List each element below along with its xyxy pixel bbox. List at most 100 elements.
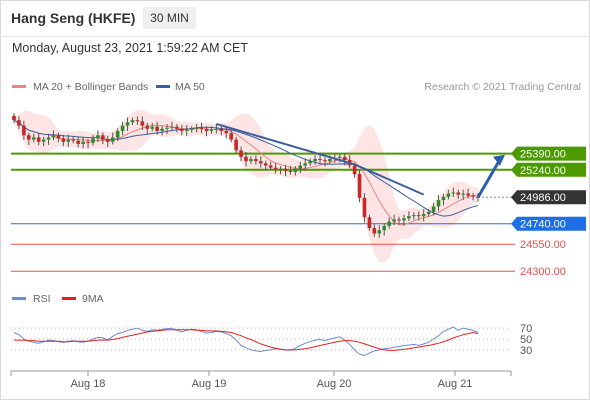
rsi-tick-50: 50 <box>520 334 532 346</box>
candle-body-8 <box>51 135 56 138</box>
candle-body-94 <box>476 196 480 198</box>
candle-body-21 <box>115 130 120 138</box>
candle-body-6 <box>41 139 46 142</box>
instrument-title: Hang Seng (HKFE) <box>11 10 136 26</box>
legend-swatch-ma50 <box>156 85 170 88</box>
candle-body-5 <box>36 137 41 142</box>
candle-body-27 <box>145 125 150 129</box>
candle-body-50 <box>259 161 263 164</box>
candle-body-10 <box>61 138 66 142</box>
x-tick-label-0: Aug 18 <box>71 378 106 390</box>
candle-body-60 <box>308 161 312 164</box>
candle-body-45 <box>234 139 238 151</box>
trendlines <box>216 122 505 198</box>
candle-body-43 <box>224 130 229 134</box>
candle-body-15 <box>86 141 90 143</box>
candle-body-63 <box>323 160 327 162</box>
candle-body-52 <box>268 165 273 168</box>
candle-body-24 <box>130 120 135 123</box>
candle-body-44 <box>229 133 233 140</box>
ma50-line <box>13 119 479 217</box>
candle-body-67 <box>342 156 347 161</box>
price-tag-bg-25390.00 <box>511 146 586 161</box>
legend-ma50: MA 50 <box>175 81 205 93</box>
price-tag-25390.00: 25390.00 <box>520 149 566 161</box>
candle-body-2 <box>22 125 26 136</box>
legend-9ma: 9MA <box>82 293 104 305</box>
candle-body-81 <box>412 215 416 217</box>
candle-body-37 <box>194 127 199 129</box>
candle-body-32 <box>170 126 174 128</box>
candle-body-42 <box>219 128 224 131</box>
rsi-tick-70: 70 <box>520 323 532 335</box>
candle-body-39 <box>204 128 209 131</box>
candle-body-25 <box>135 120 140 122</box>
candle-body-70 <box>357 174 362 198</box>
candle-body-40 <box>209 129 214 131</box>
price-tag-24740.00: 24740.00 <box>520 219 566 231</box>
candle-body-93 <box>471 195 475 197</box>
candle-body-74 <box>377 230 382 234</box>
price-tag-24300.00: 24300.00 <box>520 266 566 278</box>
candle-body-55 <box>283 168 288 171</box>
candle-body-89 <box>451 192 456 194</box>
candle-body-7 <box>46 137 51 140</box>
candle-body-16 <box>91 138 95 143</box>
x-tick-label-1: Aug 19 <box>192 378 227 390</box>
time-axis: Aug 18 Aug 19 Aug 20 Aug 21 <box>10 371 512 390</box>
candle-body-66 <box>337 156 342 158</box>
x-tick-label-3: Aug 21 <box>438 378 473 390</box>
candle-body-9 <box>56 135 61 139</box>
candle-body-62 <box>318 159 322 161</box>
candle-body-57 <box>293 168 298 172</box>
forecast-arrow-shaft <box>476 156 503 198</box>
price-tag-bg-25240.00 <box>511 162 586 177</box>
price-level-labels: 25390.00 25240.00 24986.00 24740.00 24550.00… <box>511 146 586 278</box>
x-tick-label-2: Aug 20 <box>317 378 352 390</box>
candle-body-11 <box>66 139 71 142</box>
candle-body-77 <box>392 219 396 222</box>
candle-body-56 <box>288 170 293 172</box>
candle-body-80 <box>407 216 411 219</box>
candle-body-73 <box>372 228 377 234</box>
price-tag-25240.00: 25240.00 <box>520 165 566 177</box>
candle-body-28 <box>150 126 155 129</box>
candle-body-82 <box>416 215 421 217</box>
candle-body-4 <box>31 137 36 140</box>
timestamp: Monday, August 23, 2021 1:59:22 AM CET <box>12 41 249 55</box>
candle-body-69 <box>352 165 357 175</box>
candle-body-85 <box>431 206 436 212</box>
bollinger-bands <box>14 109 478 263</box>
candle-body-36 <box>189 128 194 130</box>
candle-body-41 <box>214 128 219 130</box>
candle-body-20 <box>110 137 115 142</box>
candle-body-91 <box>461 193 465 195</box>
timeframe-badge[interactable]: 30 MIN <box>143 7 196 29</box>
candle-body-18 <box>101 135 105 140</box>
candle-body-59 <box>303 163 308 166</box>
candle-body-86 <box>436 200 441 207</box>
forecast-arrow-head <box>493 154 505 166</box>
candle-body-49 <box>254 159 258 162</box>
candle-body-38 <box>199 127 204 129</box>
candle-body-46 <box>239 150 243 157</box>
candle-body-48 <box>249 159 253 162</box>
bollinger-band-fill <box>14 109 478 263</box>
candle-body-88 <box>446 193 451 197</box>
candle-body-78 <box>397 219 401 221</box>
candle-body-84 <box>426 211 431 215</box>
candle-body-3 <box>27 135 31 140</box>
candle-body-72 <box>367 217 372 229</box>
legend-ma20: MA 20 + Bollinger Bands <box>33 81 148 93</box>
candle-body-14 <box>81 141 85 144</box>
candle-body-76 <box>387 221 391 226</box>
candle-body-35 <box>184 129 189 131</box>
rsi-tick-30: 30 <box>520 345 532 357</box>
candle-body-92 <box>466 193 470 196</box>
candle-body-61 <box>313 159 317 162</box>
legend-swatch-9ma <box>62 297 76 300</box>
candle-body-19 <box>105 139 110 142</box>
candle-body-47 <box>244 156 248 162</box>
candle-body-64 <box>328 159 332 162</box>
